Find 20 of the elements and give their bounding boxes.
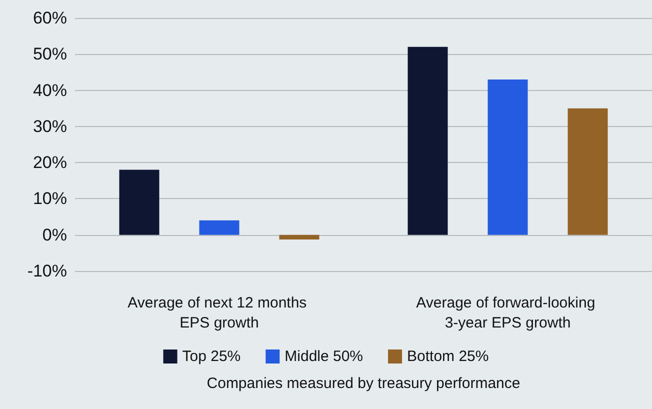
y-tick-label: 50% xyxy=(32,44,67,64)
y-tick-label: 20% xyxy=(32,153,67,172)
bar xyxy=(568,108,608,235)
y-tick-label: 30% xyxy=(32,116,67,136)
bar xyxy=(488,79,528,235)
legend-label: Top 25% xyxy=(182,348,241,365)
y-tick-label: 0% xyxy=(42,225,67,244)
bar xyxy=(199,220,240,235)
bar xyxy=(119,170,160,235)
y-tick-label: 10% xyxy=(32,189,67,208)
x-tick-label: Average of next 12 months EPS growth xyxy=(128,294,311,332)
legend-label: Bottom 25% xyxy=(407,348,489,365)
x-axis-title: Companies measured by treasury performance xyxy=(206,375,520,392)
y-tick-label: 40% xyxy=(32,80,67,100)
x-tick-label: Average of forward-looking 3-year EPS growth xyxy=(416,294,600,332)
y-tick-label: -10% xyxy=(27,262,67,280)
legend-label: Middle 50% xyxy=(284,348,364,365)
bar xyxy=(279,234,320,240)
bar xyxy=(408,46,448,235)
y-tick-label: 60% xyxy=(32,8,67,28)
